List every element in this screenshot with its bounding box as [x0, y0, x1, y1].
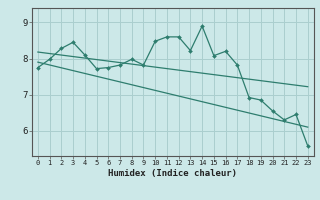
X-axis label: Humidex (Indice chaleur): Humidex (Indice chaleur): [108, 169, 237, 178]
